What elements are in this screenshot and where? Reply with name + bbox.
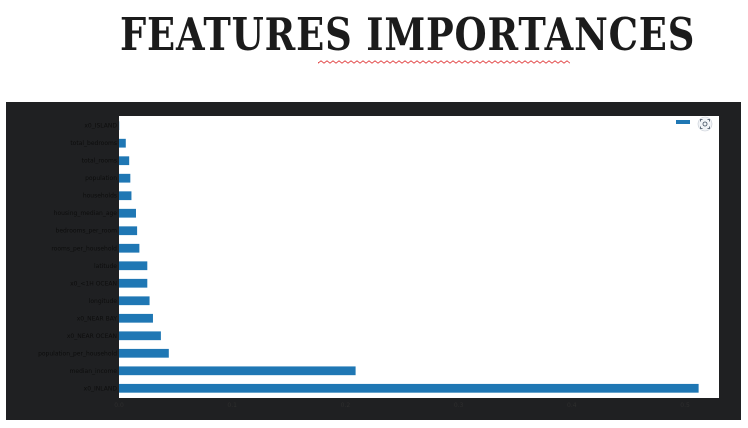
y-tick-label: longitude (89, 298, 118, 305)
x-tick-label: 0.3 (454, 402, 464, 409)
x-tick-label: 0.4 (567, 402, 577, 409)
y-tick-label: bedrooms_per_room (56, 228, 118, 235)
bar-bedrooms-per-room (119, 226, 138, 236)
focus-camera-icon[interactable] (697, 116, 713, 132)
bar-population-per-household (119, 348, 169, 358)
bar-x0-near-ocean (119, 331, 161, 341)
page-title: FEATURES IMPORTANCES (120, 8, 696, 61)
legend (676, 120, 690, 124)
y-tick-label: x0_NEAR BAY (77, 315, 118, 322)
x-tick-label: 0.2 (341, 402, 351, 409)
y-tick-label: x0_INLAND (84, 385, 118, 392)
y-tick-label: x0_ISLAND (84, 123, 117, 130)
spellcheck-underline (318, 60, 570, 64)
bar-population (119, 173, 131, 183)
y-tick-label: x0_<1H OCEAN (70, 280, 117, 287)
bar-rooms-per-household (119, 243, 140, 253)
icon-bg (697, 116, 713, 132)
y-tick-label: x0_NEAR OCEAN (67, 333, 117, 340)
y-tick-label: total_bedrooms (70, 140, 117, 147)
y-tick-label: total_rooms (82, 158, 117, 165)
y-tick-label: households (83, 193, 117, 200)
bar-longitude (119, 296, 150, 306)
x-tick-label: 0.0 (114, 402, 124, 409)
y-tick-label: rooms_per_household (51, 245, 117, 252)
bar-housing-median-age (119, 208, 136, 218)
y-tick-label: median_income (70, 368, 118, 375)
y-tick-label: population (85, 175, 117, 182)
y-tick-label: housing_median_age (54, 210, 118, 217)
bar-median-income (119, 366, 356, 376)
bar-x0-inland (119, 383, 699, 393)
x-tick-label: 0.5 (680, 402, 690, 409)
feature-importance-chart: x0_INLAND median_income population_per_hou… (38, 116, 719, 409)
notebook-output-panel: x0_INLAND median_income population_per_hou… (6, 102, 741, 420)
bar-latitude (119, 261, 148, 271)
y-tick-label: population_per_household (38, 350, 117, 357)
bar-x0-near-bay (119, 313, 153, 323)
plot-area (119, 116, 719, 398)
icon-lens (702, 121, 708, 127)
y-tick-label: latitude (94, 263, 117, 270)
bar-households (119, 191, 132, 201)
x-tick-label: 0.1 (227, 402, 237, 409)
icon-corners (700, 119, 710, 129)
bar-total-rooms (119, 156, 130, 166)
legend-swatch (676, 120, 690, 124)
bar-total-bedrooms (119, 138, 126, 148)
bar-x0-1h-ocean (119, 278, 148, 288)
